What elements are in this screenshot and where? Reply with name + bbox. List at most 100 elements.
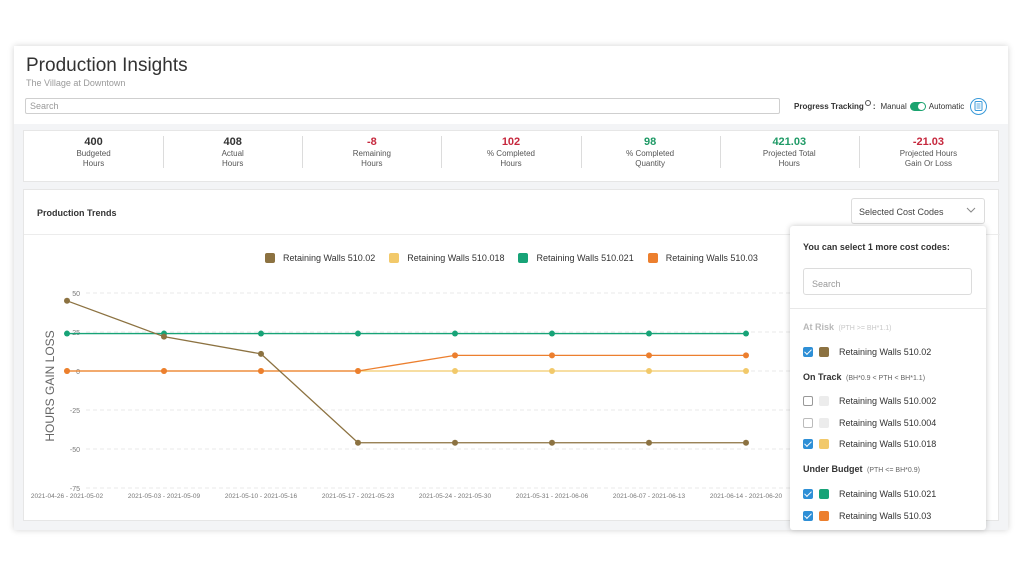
stat-label: Projected Hours	[899, 149, 958, 158]
data-point	[355, 330, 361, 337]
data-point	[646, 352, 652, 359]
info-icon[interactable]	[864, 100, 871, 106]
tracking-toggle[interactable]	[909, 101, 926, 111]
x-tick-label: 2021-05-24 - 2021-05-30	[419, 493, 492, 500]
data-point	[258, 350, 264, 357]
checkbox[interactable]	[803, 347, 813, 357]
stat-label: Actual	[221, 149, 244, 158]
stat-completed-quantity: 98 % Completed Quantity	[580, 131, 720, 181]
stat-label: % Completed	[486, 149, 535, 158]
x-tick-label: 2021-05-17 - 2021-05-23	[322, 493, 395, 500]
stat-value: -8	[366, 136, 377, 148]
stat-value: 421.03	[772, 136, 807, 148]
progress-tracking: Progress Tracking : Manual Automatic	[794, 97, 988, 115]
stat-value: 102	[501, 136, 521, 148]
document-icon	[974, 101, 983, 111]
data-point	[64, 368, 70, 374]
option-label: Retaining Walls 510.018	[839, 439, 937, 449]
legend-swatch	[518, 253, 529, 263]
checkbox[interactable]	[803, 418, 813, 428]
cost-code-option[interactable]: Retaining Walls 510.02	[803, 346, 931, 358]
page-title: Production Insights	[26, 55, 188, 76]
stat-completed-hours: 102 % Completed Hours	[441, 131, 580, 181]
stats-bar: 400 Budgeted Hours 408 Actual Hours -8 R…	[23, 130, 999, 182]
color-swatch	[819, 439, 829, 449]
data-point	[549, 439, 555, 446]
checkbox[interactable]	[803, 489, 813, 499]
group-criteria: (PTH >= BH*1.1)	[838, 325, 892, 332]
legend-item[interactable]: Retaining Walls 510.018	[389, 253, 504, 263]
data-point	[549, 368, 555, 374]
progress-tracking-colon: :	[872, 101, 876, 111]
legend-swatch	[647, 253, 658, 263]
stat-actual-hours: 408 Actual Hours	[163, 131, 302, 181]
data-point	[452, 352, 458, 359]
cost-code-select[interactable]: Selected Cost Codes	[851, 198, 985, 224]
cost-code-option[interactable]: Retaining Walls 510.002	[803, 395, 936, 407]
option-label: Retaining Walls 510.02	[839, 347, 932, 357]
divider	[790, 308, 986, 309]
stat-value: 408	[223, 136, 242, 148]
cost-code-search-input[interactable]: Search	[803, 268, 972, 295]
stat-budgeted-hours: 400 Budgeted Hours	[24, 131, 163, 181]
cost-code-option[interactable]: Retaining Walls 510.03	[803, 510, 931, 522]
stat-label: Hours	[222, 159, 244, 168]
x-tick-label: 2021-04-26 - 2021-05-02	[31, 493, 104, 500]
stat-label: Budgeted	[76, 149, 111, 158]
series-line	[66, 300, 746, 444]
legend-item[interactable]: Retaining Walls 510.021	[518, 253, 634, 263]
data-point	[646, 439, 652, 446]
legend-label: Retaining Walls 510.02	[283, 253, 376, 263]
page-header: Production Insights The Village at Downt…	[14, 46, 1008, 124]
automatic-label: Automatic	[928, 101, 965, 111]
data-point	[355, 439, 361, 446]
y-tick-label: 50	[72, 291, 80, 298]
card-title: Production Trends	[37, 208, 117, 218]
dropdown-header: You can select 1 more cost codes:	[803, 242, 950, 252]
color-swatch	[819, 347, 829, 357]
group-name: On Track	[803, 372, 842, 382]
data-point	[64, 330, 70, 337]
y-tick-label: -75	[70, 486, 80, 493]
legend-label: Retaining Walls 510.018	[407, 253, 505, 263]
legend-label: Retaining Walls 510.03	[665, 253, 758, 263]
checkbox[interactable]	[803, 439, 813, 449]
chart-legend: Retaining Walls 510.02 Retaining Walls 5…	[265, 253, 772, 263]
cost-code-option[interactable]: Retaining Walls 510.004	[803, 417, 936, 429]
search-input[interactable]: Search	[25, 98, 780, 114]
legend-swatch	[389, 253, 400, 263]
cost-code-option[interactable]: Retaining Walls 510.018	[803, 438, 936, 450]
checkbox[interactable]	[803, 396, 813, 406]
data-point	[452, 368, 458, 374]
color-swatch	[819, 396, 829, 406]
stat-projected-total-hours: 421.03 Projected Total Hours	[719, 131, 859, 181]
series-line	[67, 354, 746, 372]
group-name: At Risk	[803, 322, 835, 332]
stat-label: Hours	[500, 159, 522, 168]
legend-item[interactable]: Retaining Walls 510.02	[265, 253, 375, 263]
legend-swatch	[265, 253, 275, 263]
stat-projected-gain-loss: -21.03 Projected Hours Gain Or Loss	[858, 131, 998, 181]
stat-label: Remaining	[352, 149, 391, 158]
data-point	[549, 352, 555, 359]
group-under-budget: Under Budget (PTH <= BH*0.9)	[803, 464, 920, 474]
option-label: Retaining Walls 510.004	[839, 418, 937, 428]
stat-label: % Completed	[626, 149, 675, 158]
x-tick-label: 2021-05-03 - 2021-05-09	[128, 493, 201, 500]
stat-label: Hours	[82, 159, 105, 168]
stat-value: 400	[84, 136, 103, 148]
data-point	[743, 330, 749, 337]
data-point	[258, 330, 264, 337]
cost-code-option[interactable]: Retaining Walls 510.021	[803, 488, 936, 500]
export-button[interactable]	[970, 97, 988, 115]
data-point	[161, 368, 167, 374]
stat-label: Hours	[778, 159, 800, 168]
color-swatch	[819, 489, 829, 499]
group-criteria: (PTH <= BH*0.9)	[867, 467, 920, 474]
progress-tracking-label: Progress Tracking	[794, 101, 864, 111]
legend-item[interactable]: Retaining Walls 510.03	[647, 253, 758, 263]
checkbox[interactable]	[803, 511, 813, 521]
stat-label: Gain Or Loss	[904, 159, 952, 168]
option-label: Retaining Walls 510.03	[839, 511, 932, 521]
